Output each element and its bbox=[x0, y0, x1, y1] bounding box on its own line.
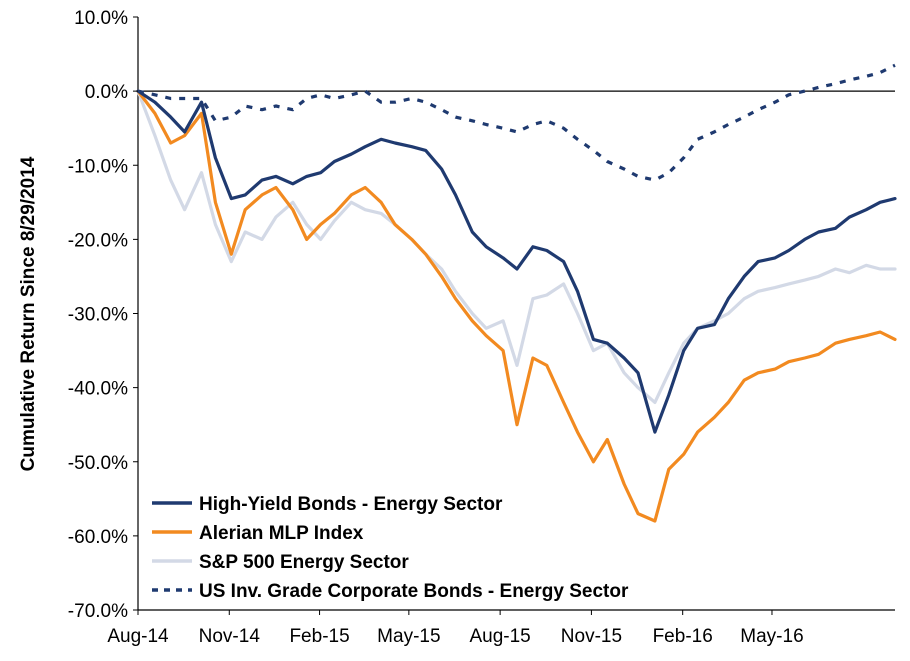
x-tick-label: Nov-15 bbox=[561, 626, 622, 647]
x-tick-label: May-16 bbox=[740, 626, 803, 647]
y-axis: 10.0% 0.0% -10.0% -20.0% -30.0% -40.0% -50.0% -… bbox=[68, 8, 138, 622]
y-axis-title: Cumulative Return Since 8/29/2014 bbox=[18, 156, 39, 471]
legend-label: Alerian MLP Index bbox=[199, 523, 364, 544]
x-tick-label: Aug-15 bbox=[469, 626, 530, 647]
y-tick-label: 10.0% bbox=[74, 8, 128, 29]
x-tick-label: Feb-16 bbox=[653, 626, 713, 647]
legend: High-Yield Bonds - Energy Sector Alerian … bbox=[152, 494, 629, 602]
y-tick-label: -40.0% bbox=[68, 379, 128, 400]
x-tick-label: Nov-14 bbox=[199, 626, 261, 647]
legend-label: S&P 500 Energy Sector bbox=[199, 552, 409, 573]
y-tick-label: -20.0% bbox=[68, 230, 128, 251]
y-tick-label: -10.0% bbox=[68, 156, 128, 177]
series-line-sp500-energy bbox=[136, 89, 897, 404]
y-tick-label: -70.0% bbox=[68, 601, 128, 622]
y-tick-label: 0.0% bbox=[85, 82, 128, 103]
series-line-inv-grade-bonds bbox=[137, 63, 896, 182]
series-lines bbox=[136, 63, 897, 523]
series-line-alerian-mlp bbox=[136, 89, 897, 523]
legend-label: High-Yield Bonds - Energy Sector bbox=[199, 494, 503, 515]
y-tick-label: -50.0% bbox=[68, 453, 128, 474]
x-tick-label: Feb-15 bbox=[289, 626, 349, 647]
legend-label: US Inv. Grade Corporate Bonds - Energy S… bbox=[199, 581, 629, 602]
x-tick-label: Aug-14 bbox=[107, 626, 169, 647]
series-line-high-yield-bonds bbox=[136, 89, 897, 434]
x-tick-label: May-15 bbox=[377, 626, 440, 647]
x-axis: Aug-14 Nov-14 Feb-15 May-15 Aug-15 Nov-15 Feb-… bbox=[107, 610, 804, 647]
y-tick-label: -30.0% bbox=[68, 305, 128, 326]
y-tick-label: -60.0% bbox=[68, 527, 128, 548]
